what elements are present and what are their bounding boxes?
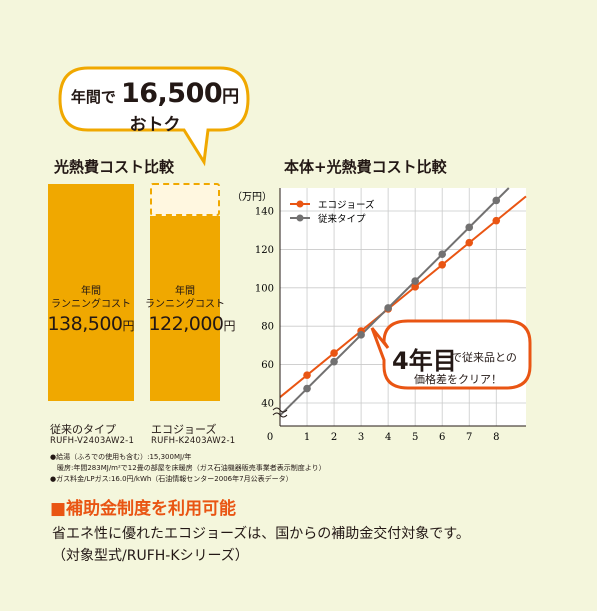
line-chart-title: 本体+光熱費コスト比較 — [284, 158, 447, 176]
y-tick-label: 80 — [261, 322, 274, 333]
note-line-2: 暖房:年間283MJ/m²で12畳の部屋を床暖房（ガス石油機器販売事業者表示制度… — [50, 464, 326, 472]
bar1-label-mid: ランニングコスト — [51, 299, 131, 310]
x-tick-label: 6 — [439, 432, 445, 443]
data-point-0-7 — [465, 238, 474, 247]
legend-marker-conventional — [296, 214, 304, 222]
data-point-1-5 — [411, 277, 419, 285]
y-tick-label: 140 — [255, 207, 274, 218]
data-point-0-1 — [303, 371, 311, 379]
notes: ●給湯（ふろでの使用も含む）:15,300MJ/年 暖房:年間283MJ/m²で… — [50, 452, 326, 485]
axis-break-marker — [272, 407, 288, 418]
savings-line2: おトク — [129, 115, 181, 135]
y-tick-label: 40 — [261, 398, 274, 409]
data-point-1-7 — [465, 223, 474, 232]
y-tick-label: 120 — [255, 245, 274, 256]
data-point-1-4 — [384, 304, 392, 312]
callout-bubble — [370, 319, 532, 390]
x-tick-label: 8 — [493, 432, 499, 443]
data-point-0-6 — [438, 260, 446, 269]
legend-marker-eco — [296, 200, 304, 208]
y-tick-label: 60 — [261, 360, 274, 371]
bar2-value-number: 122,000 — [148, 313, 224, 335]
y-tick-label: 100 — [255, 283, 274, 294]
x-tick-label: 0 — [267, 432, 273, 443]
legend-label-conventional: 従来タイプ — [318, 213, 366, 225]
bar1-type-name: 従来のタイプ — [50, 423, 116, 436]
bar-conventional — [48, 184, 134, 401]
bar-ecojozu — [150, 216, 220, 401]
bar1-value: 138,500円 — [31, 313, 151, 335]
subsidy-text-line1: 省エネ性に優れたエコジョーズは、国からの補助金交付対象です。 — [52, 526, 470, 542]
bar2-value-unit: 円 — [223, 319, 236, 333]
x-tick-label: 1 — [304, 432, 310, 443]
bar2-label-mid: ランニングコスト — [145, 299, 225, 310]
data-point-1-1 — [303, 384, 311, 393]
savings-unit: 円 — [222, 87, 240, 107]
legend-label-eco: エコジョーズ — [318, 199, 375, 211]
x-tick-label: 3 — [358, 432, 364, 443]
bar1-model: RUFH-V2403AW2-1 — [50, 436, 135, 446]
x-tick-label: 2 — [331, 432, 337, 443]
bar1-value-number: 138,500 — [47, 313, 123, 335]
bar2-model: RUFH-K2403AW2-1 — [151, 436, 236, 446]
data-point-1-6 — [438, 250, 446, 259]
bar1-value-unit: 円 — [122, 319, 135, 333]
callout-text2: 価格差をクリア！ — [414, 373, 502, 386]
x-tick-label: 7 — [466, 432, 472, 443]
x-tick-label: 5 — [412, 432, 418, 443]
legend: エコジョーズ 従来タイプ — [290, 199, 375, 225]
note-line-3: ●ガス料金/LPガス:16.0円/kWh（石油情報センター2006年7月公表デー… — [50, 475, 293, 483]
data-point-1-8 — [492, 196, 501, 205]
data-point-0-5 — [411, 283, 419, 291]
series-line-0 — [279, 195, 527, 398]
savings-bubble — [58, 66, 250, 167]
y-axis-unit-label: （万円） — [232, 191, 272, 203]
bar-ecojozu-savings-area — [150, 183, 220, 216]
bar2-type-name: エコジョーズ — [151, 423, 217, 436]
callout-highlight: 4年目 — [392, 347, 457, 375]
data-point-0-2 — [330, 349, 338, 357]
bar1-label-top: 年間 — [81, 286, 101, 297]
savings-number: 16,500 — [120, 78, 223, 109]
bar-chart-title: 光熱費コスト比較 — [54, 158, 175, 176]
subsidy-text-line2: （対象型式/RUFH-Kシリーズ） — [52, 548, 249, 564]
note-line-1: ●給湯（ふろでの使用も含む）:15,300MJ/年 — [50, 453, 192, 461]
bar2-label-top: 年間 — [175, 286, 195, 297]
x-tick-label: 4 — [385, 432, 391, 443]
subsidy-title: ■補助金制度を利用可能 — [50, 499, 237, 519]
data-point-1-3 — [357, 331, 365, 339]
savings-prefix: 年間で — [70, 88, 116, 106]
callout-text1: で従来品との — [451, 351, 517, 364]
line-chart: 40 60 80 100 120 140 0 1 2 3 4 5 6 7 8 （万円） エコジョーズ 従来… — [232, 187, 527, 443]
subsidy-text: 省エネ性に優れたエコジョーズは、国からの補助金交付対象です。 （対象型式/RUF… — [52, 523, 470, 567]
bar2-value: 122,000円 — [132, 313, 252, 335]
data-point-0-8 — [492, 216, 501, 225]
savings-amount: 年間で 16,500円 — [60, 78, 250, 109]
data-point-1-2 — [330, 357, 338, 366]
